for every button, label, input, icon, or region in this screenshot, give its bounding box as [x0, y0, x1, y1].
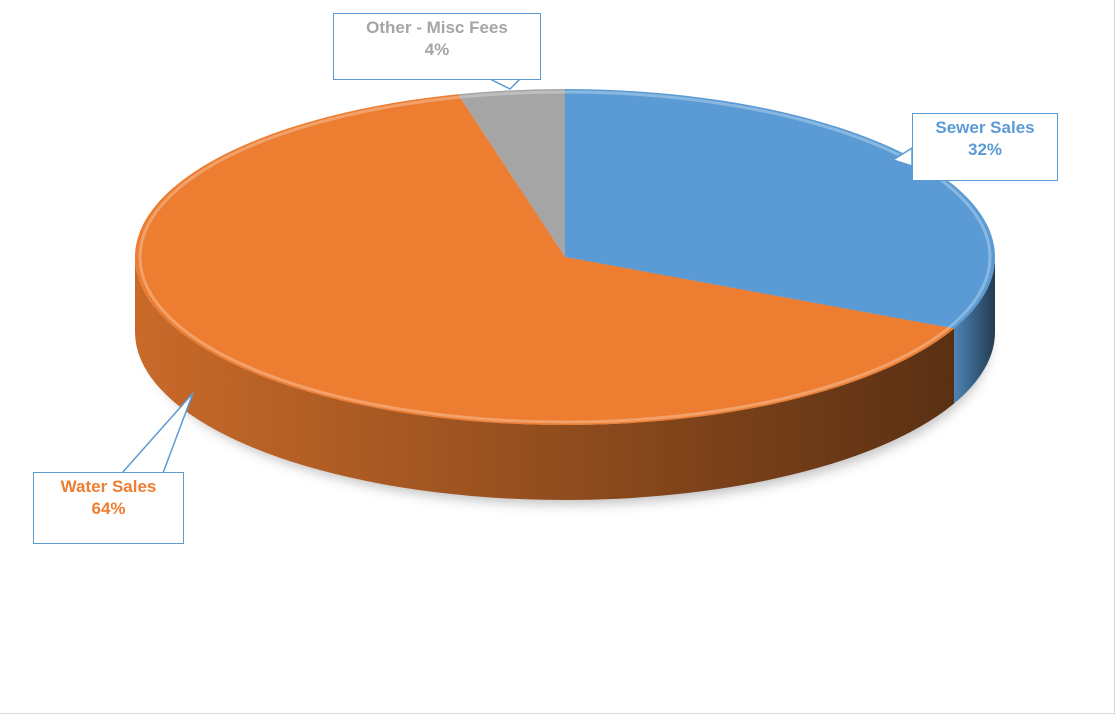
data-label-water-sales: Water Sales 64%: [33, 472, 184, 544]
pie-side-1: [135, 257, 955, 500]
data-label-other-misc-fees-name: Other - Misc Fees: [366, 18, 508, 37]
data-label-other-misc-fees: Other - Misc Fees 4%: [333, 13, 541, 80]
pie-slice-water-sales: [134, 94, 955, 426]
leader-line-water-sales: [120, 392, 194, 474]
data-label-water-sales-pct: 64%: [91, 499, 126, 518]
data-label-water-sales-name: Water Sales: [60, 477, 157, 496]
pie-slice-sewer-sales: [565, 89, 995, 329]
leader-line-other-misc-fees: [489, 78, 522, 90]
pie-slice-other-misc-fees: [458, 89, 565, 257]
pie-rim-highlight: [138, 90, 992, 424]
data-label-sewer-sales: Sewer Sales 32%: [912, 113, 1058, 181]
data-label-sewer-sales-name: Sewer Sales: [935, 118, 1035, 137]
pie-side-0: [954, 257, 995, 404]
data-label-other-misc-fees-pct: 4%: [424, 40, 450, 59]
data-label-sewer-sales-pct: 32%: [967, 140, 1003, 159]
